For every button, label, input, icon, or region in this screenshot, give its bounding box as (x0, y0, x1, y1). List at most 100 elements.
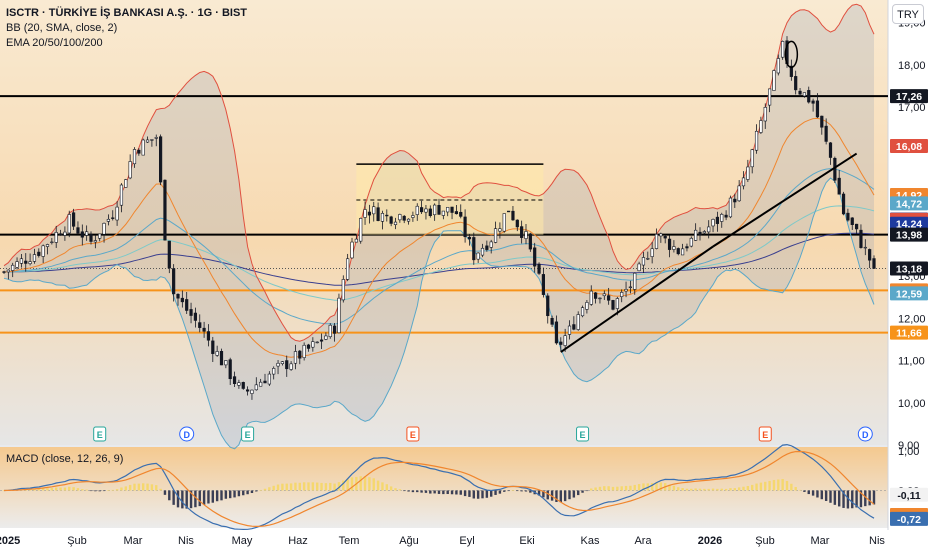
macd-hist-bar (68, 486, 71, 491)
price-tick: 18,00 (898, 60, 926, 72)
candle-body (763, 107, 767, 122)
macd-hist-bar (237, 490, 241, 497)
macd-hist-bar (272, 485, 275, 491)
candle-body (441, 210, 445, 216)
candle-body (72, 212, 76, 227)
macd-hist-bar (311, 482, 315, 491)
candle-body (685, 246, 689, 249)
macd-hist-bar (411, 490, 415, 493)
candle-body (211, 340, 215, 354)
candle-body (715, 216, 719, 224)
macd-hist-bar (302, 482, 306, 491)
candle-body (167, 240, 171, 269)
macd-hist-bar (672, 485, 676, 491)
macd-hist-bar (611, 486, 615, 491)
macd-hist-bar (816, 490, 819, 498)
candle-body (389, 216, 393, 224)
macd-pane-bg (0, 447, 888, 528)
candle-body (611, 300, 615, 310)
earnings-marker (758, 426, 772, 442)
candle-body (750, 149, 754, 168)
macd-hist-bar (316, 482, 319, 491)
macd-hist-bar (864, 490, 867, 507)
candle-body (259, 381, 263, 387)
candle-body (720, 214, 724, 222)
candle-body (802, 92, 806, 97)
macd-hist-bar (89, 490, 93, 492)
macd-hist-bar (276, 484, 280, 491)
macd-hist-bar (637, 484, 641, 491)
macd-hist-bar (511, 490, 515, 491)
macd-hist-bar (50, 487, 54, 491)
candle-body (219, 350, 224, 366)
event-marker-label: D (183, 430, 190, 440)
dividend-marker (179, 426, 195, 442)
candle-body (311, 341, 315, 348)
price-tag-label: 13,98 (896, 230, 922, 242)
macd-hist-bar (698, 488, 702, 491)
macd-hist-bar (168, 490, 171, 501)
candle-body (737, 185, 741, 202)
candle-body (480, 247, 485, 256)
candle-body (85, 231, 89, 236)
macd-hist-bar (289, 483, 293, 491)
macd-hist-bar (207, 490, 210, 504)
macd-hist-bar (798, 489, 802, 491)
currency-button[interactable]: TRY (892, 4, 924, 24)
macd-hist-bar (811, 490, 815, 496)
candle-body (589, 290, 593, 305)
earnings-marker (576, 426, 590, 442)
macd-hist-bar (429, 490, 432, 494)
candle-body (476, 252, 480, 260)
macd-hist-bar (437, 490, 441, 494)
candle-body (280, 361, 284, 365)
candle-body (676, 248, 680, 255)
macd-tag-label: -0,11 (897, 490, 921, 502)
candle-body (454, 211, 458, 215)
macd-hist-bar (111, 489, 114, 491)
macd-hist-bar (337, 482, 341, 491)
macd-hist-bar (37, 488, 40, 491)
macd-hist-bar (46, 488, 49, 491)
candle-body (28, 261, 32, 265)
candle-body (298, 350, 302, 359)
macd-hist-bar (346, 478, 349, 491)
macd-hist-bar (846, 490, 850, 509)
time-axis-label: Şub (755, 535, 775, 547)
price-tick: 10,00 (898, 398, 926, 410)
candle-body (306, 344, 311, 349)
range-rectangle (356, 164, 544, 235)
time-axis-label: May (232, 535, 253, 547)
candle-body (406, 218, 411, 222)
macd-hist-bar (181, 490, 184, 509)
macd-hist-bar (416, 490, 419, 493)
macd-hist-bar (838, 490, 841, 507)
time-axis-label: Ara (634, 535, 652, 547)
candle-body (276, 362, 280, 367)
macd-hist-bar (142, 483, 145, 491)
macd-tag-2 (890, 511, 928, 526)
macd-hist-bar (342, 480, 345, 491)
candle-body (585, 302, 589, 310)
macd-hist-bar (459, 490, 462, 495)
macd-hist-bar (577, 490, 580, 496)
candle-body (650, 248, 654, 257)
candle-body (198, 322, 202, 328)
price-tag-3 (890, 196, 928, 211)
macd-hist-bar (124, 486, 127, 491)
macd-hist-bar (150, 484, 154, 491)
candle-body (376, 207, 380, 221)
candle-body (189, 309, 193, 316)
macd-hist-bar (176, 490, 180, 508)
candle-body (420, 207, 424, 213)
macd-hist-bar (229, 490, 232, 499)
candle-body (537, 263, 541, 274)
macd-hist-bar (603, 486, 606, 491)
macd-hist-bar (485, 490, 489, 498)
macd-hist-bar (137, 483, 141, 491)
candle-body (93, 240, 97, 243)
candle-body (711, 219, 715, 227)
macd-hist-bar (350, 477, 354, 491)
candle-body (637, 263, 641, 272)
